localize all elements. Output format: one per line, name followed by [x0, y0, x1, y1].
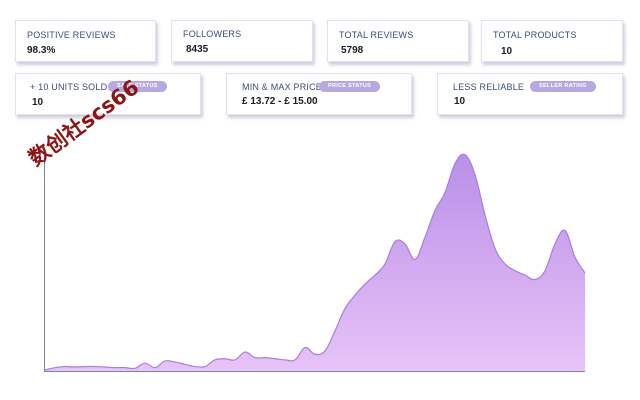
chart-point-34 — [384, 262, 387, 265]
stat-label: + 10 UNITS SOLD — [30, 82, 108, 92]
stat-value: £ 13.72 - £ 15.00 — [242, 96, 318, 107]
chart-point-3 — [74, 365, 77, 368]
chart-point-13 — [174, 361, 177, 364]
chart-point-32 — [364, 283, 367, 286]
chart-point-17 — [214, 358, 217, 361]
chart-point-49 — [534, 278, 537, 281]
chart-point-38 — [424, 236, 427, 239]
stat-value: 10 — [454, 96, 466, 107]
chart-point-40 — [444, 191, 447, 194]
price-status-badge: PRICE STATUS — [319, 81, 381, 92]
stat-card-followers: FOLLOWERS 8435 — [171, 20, 313, 62]
chart-point-54 — [584, 271, 587, 274]
chart-point-4 — [84, 365, 87, 368]
chart-point-0 — [44, 368, 47, 371]
chart-point-7 — [114, 366, 117, 369]
seller-rating-badge: SELLER RATING — [530, 81, 596, 92]
chart-point-43 — [474, 173, 477, 176]
chart-point-25 — [294, 358, 297, 361]
stat-value: 8435 — [186, 44, 209, 55]
stat-label: MIN & MAX PRICE — [242, 82, 323, 92]
chart-point-1 — [54, 366, 57, 369]
stat-value: 10 — [32, 97, 44, 108]
chart-point-18 — [224, 357, 227, 360]
chart-point-11 — [154, 366, 157, 369]
sale-status-badge: SALE STATUS — [108, 81, 167, 92]
chart-point-30 — [344, 307, 347, 310]
chart-point-21 — [254, 356, 257, 359]
stat-card-total-products: TOTAL PRODUCTS 10 — [481, 20, 623, 62]
chart-area-fill — [45, 154, 585, 371]
stat-card-positive-reviews: POSITIVE REVIEWS 98.3% — [15, 20, 156, 62]
chart-point-16 — [204, 365, 207, 368]
stat-card-seller-rating: LESS RELIABLE SELLER RATING 10 — [437, 73, 623, 115]
stat-value: 98.3% — [27, 45, 56, 56]
chart-point-8 — [124, 366, 127, 369]
chart-point-9 — [134, 367, 137, 370]
chart-point-6 — [104, 365, 107, 368]
stat-label: LESS RELIABLE — [453, 82, 525, 92]
chart-point-39 — [434, 209, 437, 212]
chart-point-33 — [374, 274, 377, 277]
chart-point-50 — [544, 269, 547, 272]
chart-point-31 — [354, 294, 357, 297]
stat-card-units-sold: + 10 UNITS SOLD SALE STATUS 10 — [15, 73, 201, 115]
chart-point-48 — [524, 274, 527, 277]
chart-point-24 — [284, 358, 287, 361]
stat-label: TOTAL REVIEWS — [339, 30, 414, 40]
chart-point-12 — [164, 359, 167, 362]
chart-point-5 — [94, 365, 97, 368]
chart-series-line — [44, 153, 586, 371]
chart-point-2 — [64, 365, 67, 368]
stat-label: POSITIVE REVIEWS — [27, 30, 116, 40]
chart-point-35 — [394, 240, 397, 243]
stat-card-total-reviews: TOTAL REVIEWS 5798 — [327, 20, 469, 62]
chart-point-47 — [514, 269, 517, 272]
chart-point-37 — [414, 258, 417, 261]
chart-point-10 — [144, 362, 147, 365]
chart-point-51 — [554, 242, 557, 245]
chart-point-52 — [564, 229, 567, 232]
stat-value: 5798 — [341, 45, 364, 56]
chart-point-41 — [454, 162, 457, 165]
chart-point-28 — [324, 349, 327, 352]
chart-point-45 — [494, 247, 497, 250]
chart-point-19 — [234, 358, 237, 361]
chart-point-29 — [334, 329, 337, 332]
chart-point-46 — [504, 262, 507, 265]
chart-point-23 — [274, 357, 277, 360]
chart-point-26 — [304, 346, 307, 349]
stat-value: 10 — [501, 46, 513, 57]
chart-point-36 — [404, 242, 407, 245]
chart-point-22 — [264, 356, 267, 359]
chart-point-15 — [194, 365, 197, 368]
chart-point-27 — [314, 353, 317, 356]
stat-card-price: MIN & MAX PRICE PRICE STATUS £ 13.72 - £… — [226, 73, 412, 115]
stat-label: TOTAL PRODUCTS — [493, 30, 577, 40]
chart-point-42 — [464, 153, 467, 156]
chart-point-53 — [574, 256, 577, 259]
chart-point-14 — [184, 363, 187, 366]
chart-point-20 — [244, 351, 247, 354]
stat-label: FOLLOWERS — [183, 29, 242, 39]
chart-point-44 — [484, 213, 487, 216]
